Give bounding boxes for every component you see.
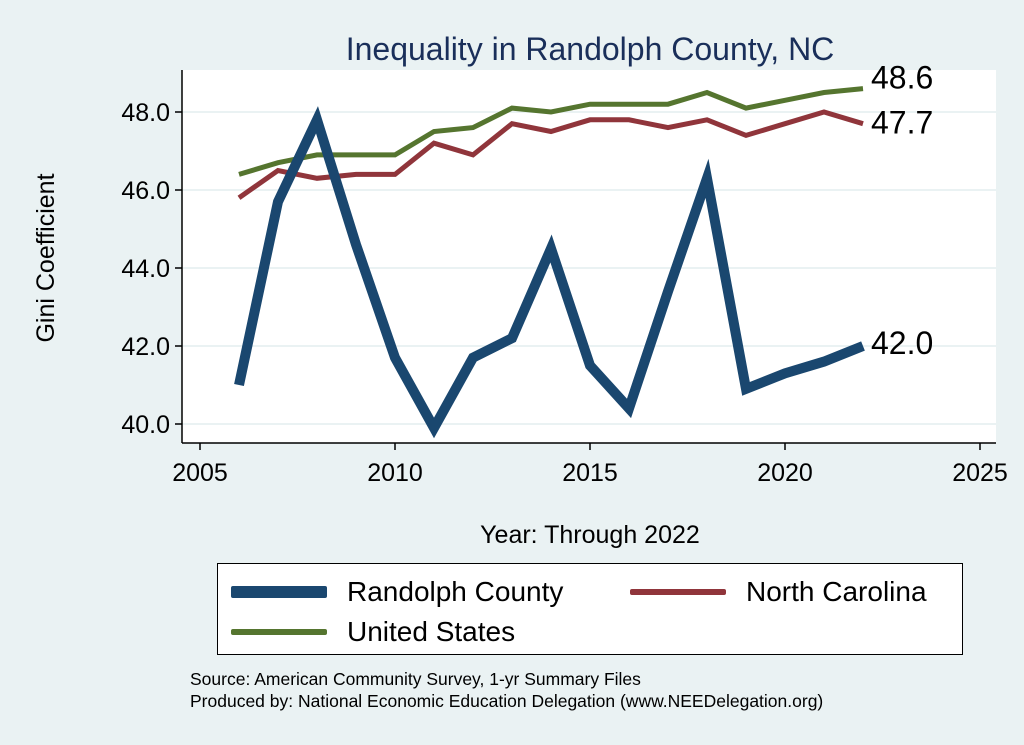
series-line-united-states <box>238 86 864 177</box>
x-tick-label: 2025 <box>952 459 1008 487</box>
series-lines <box>234 86 865 439</box>
y-tick-label: 48.0 <box>121 99 170 127</box>
x-axis-title: Year: Through 2022 <box>480 521 700 549</box>
gridlines <box>182 111 996 425</box>
chart-title: Inequality in Randolph County, NC <box>346 31 835 67</box>
x-tick-label: 2010 <box>367 459 423 487</box>
legend-item-north-carolina: North Carolina <box>630 576 927 608</box>
legend-swatch-north-carolina <box>630 589 726 595</box>
source-note: Source: American Community Survey, 1-yr … <box>190 668 823 712</box>
end-labels: 48.6 47.7 42.0 <box>871 60 933 361</box>
legend-swatch-united-states <box>231 629 327 635</box>
axes: 40.0 42.0 44.0 46.0 48.0 2005 2010 2015 2020 2025 <box>121 70 1008 487</box>
legend-swatch-randolph-county <box>231 586 327 598</box>
legend-item-united-states: United States <box>231 616 515 648</box>
legend-label: Randolph County <box>347 576 564 607</box>
end-value-label: 48.6 <box>871 60 933 96</box>
y-tick-label: 40.0 <box>121 411 170 439</box>
source-line: Source: American Community Survey, 1-yr … <box>190 669 641 689</box>
y-tick-label: 46.0 <box>121 177 170 205</box>
series-line-north-carolina <box>237 109 864 200</box>
legend-label: United States <box>347 616 516 647</box>
legend: Randolph County North Carolina United St… <box>217 563 963 655</box>
x-tick-label: 2015 <box>562 459 618 487</box>
end-value-label: 47.7 <box>871 105 933 141</box>
y-tick-label: 42.0 <box>121 333 170 361</box>
legend-label: North Carolina <box>746 576 927 607</box>
legend-item-randolph-county: Randolph County <box>231 576 563 608</box>
x-tick-label: 2020 <box>757 459 813 487</box>
y-tick-label: 44.0 <box>121 255 170 283</box>
end-value-label: 42.0 <box>871 325 933 361</box>
producer-line: Produced by: National Economic Education… <box>190 691 824 711</box>
chart: Inequality in Randolph County, NC 40.0 42… <box>32 31 1008 549</box>
y-axis-title: Gini Coefficient <box>32 173 60 342</box>
x-tick-label: 2005 <box>172 459 228 487</box>
series-line-randolph-county <box>234 106 865 439</box>
